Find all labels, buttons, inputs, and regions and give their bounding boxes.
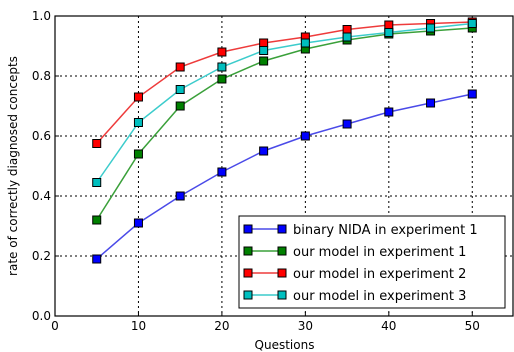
data-point bbox=[426, 23, 436, 33]
legend-item: our model in experiment 1 bbox=[243, 245, 466, 260]
data-point bbox=[467, 89, 477, 99]
legend-marker bbox=[243, 224, 253, 234]
data-point bbox=[259, 146, 269, 156]
data-point bbox=[175, 101, 185, 111]
plot-frame bbox=[54, 15, 514, 317]
legend-marker bbox=[277, 290, 287, 300]
x-tick-label: 0 bbox=[51, 319, 59, 333]
data-point bbox=[175, 62, 185, 72]
data-point bbox=[300, 131, 310, 141]
y-tick-label: 1.0 bbox=[32, 9, 51, 23]
legend-item: binary NIDA in experiment 1 bbox=[243, 223, 478, 238]
data-point bbox=[92, 178, 102, 187]
data-point bbox=[342, 32, 352, 42]
series-3 bbox=[92, 17, 477, 148]
data-point bbox=[92, 215, 102, 225]
series-line bbox=[96, 21, 473, 145]
y-tick-label: 0.2 bbox=[32, 249, 51, 263]
series-line bbox=[96, 22, 473, 183]
data-point bbox=[217, 74, 227, 84]
data-point bbox=[92, 254, 102, 264]
data-point bbox=[384, 28, 394, 37]
legend-marker bbox=[243, 290, 253, 300]
x-tick-label: 30 bbox=[298, 319, 313, 333]
data-point bbox=[342, 119, 352, 129]
legend-item: our model in experiment 2 bbox=[243, 267, 466, 282]
legend-marker bbox=[243, 268, 253, 278]
x-tick-label: 20 bbox=[214, 319, 229, 333]
x-tick-label: 50 bbox=[465, 319, 480, 333]
series-line bbox=[96, 93, 473, 260]
x-tick-label: 10 bbox=[131, 319, 146, 333]
data-point bbox=[300, 38, 310, 48]
data-point bbox=[175, 191, 185, 201]
legend-marker bbox=[243, 246, 253, 256]
legend-label: binary NIDA in experiment 1 bbox=[293, 223, 478, 238]
data-point bbox=[259, 38, 269, 48]
data-point bbox=[217, 62, 227, 72]
data-point bbox=[467, 19, 477, 28]
y-tick-label: 0.8 bbox=[32, 69, 51, 83]
data-point bbox=[342, 25, 352, 34]
series-1 bbox=[92, 89, 477, 264]
legend-item: our model in experiment 3 bbox=[243, 289, 466, 304]
data-point bbox=[217, 47, 227, 57]
legend-marker bbox=[277, 224, 287, 234]
legend: binary NIDA in experiment 1 our model in … bbox=[238, 215, 506, 309]
y-tick-label: 0.6 bbox=[32, 129, 51, 143]
legend-label: our model in experiment 2 bbox=[293, 267, 466, 282]
y-tick-label: 0.0 bbox=[32, 309, 51, 323]
data-point bbox=[259, 56, 269, 66]
data-point bbox=[133, 218, 143, 228]
y-tick-label: 0.4 bbox=[32, 189, 51, 203]
series-layer bbox=[92, 17, 477, 264]
data-point bbox=[92, 139, 102, 148]
data-point bbox=[384, 107, 394, 117]
legend-label: our model in experiment 3 bbox=[293, 289, 466, 304]
legend-marker bbox=[277, 268, 287, 278]
data-point bbox=[133, 118, 143, 127]
data-point bbox=[133, 149, 143, 159]
data-point bbox=[426, 98, 436, 108]
x-tick-label: 40 bbox=[381, 319, 396, 333]
data-point bbox=[259, 46, 269, 55]
ticks: 0 10 20 30 40 50 0.0 0.2 0.4 0.6 0.8 1.0 bbox=[32, 9, 480, 333]
data-point bbox=[175, 85, 185, 94]
data-point bbox=[133, 92, 143, 102]
data-point bbox=[384, 20, 394, 30]
data-point bbox=[217, 167, 227, 177]
y-axis-label: rate of correctly diagnosed concepts bbox=[6, 56, 20, 276]
legend-marker bbox=[277, 246, 287, 256]
x-axis-label: Questions bbox=[255, 338, 315, 352]
legend-label: our model in experiment 1 bbox=[293, 245, 466, 260]
series-4 bbox=[92, 19, 477, 187]
series-line bbox=[96, 27, 473, 221]
